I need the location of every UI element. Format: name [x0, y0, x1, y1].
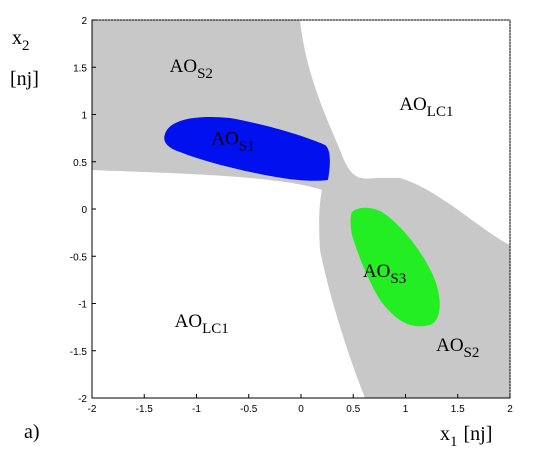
region-label-lc1-top: AOLC1 [399, 94, 453, 120]
region-label-base: AO [170, 56, 197, 77]
y-tick-label: 0 [81, 205, 87, 216]
region-label-s2-bottom: AOS2 [436, 335, 479, 361]
region-label-base: AO [175, 311, 202, 332]
region-label-sub: S2 [197, 66, 213, 82]
x-tick-label: 1 [403, 404, 409, 415]
axis-ticks: -2 -1.5 -1 -0.5 0 0.5 1 1.5 2 2 1.5 1 0.5 0 -0.5 -1 -1.5… [70, 16, 513, 415]
panel-label: a) [24, 421, 40, 443]
x-tick-label: -0.5 [240, 404, 258, 415]
plot-area [92, 20, 510, 398]
x-tick-label: -2 [88, 404, 97, 415]
region-label-base: AO [363, 261, 390, 282]
x-axis-sub: 1 [450, 434, 458, 450]
x-tick-label: 0 [298, 404, 304, 415]
x-axis-unit: [nj] [464, 423, 493, 445]
y-tick-label: -1.5 [70, 347, 88, 358]
region-label-base: AO [399, 94, 426, 115]
x-axis-var: x [440, 423, 450, 445]
y-tick-label: 2 [81, 16, 87, 27]
y-axis-unit: [nj] [10, 68, 39, 90]
x-tick-label: 0.5 [346, 404, 360, 415]
ao-s3-region [350, 207, 440, 327]
y-tick-label: 0.5 [73, 158, 87, 169]
x-tick-label: -1.5 [136, 404, 154, 415]
region-label-sub: S3 [390, 271, 406, 287]
y-tick-label: 1.5 [73, 63, 87, 74]
y-axis-sub: 2 [22, 38, 30, 54]
y-axis-label: x2 [12, 27, 30, 54]
region-label-base: AO [436, 335, 463, 356]
y-tick-label: -0.5 [70, 252, 88, 263]
y-axis-var: x [12, 27, 22, 49]
y-tick-label: 1 [81, 111, 87, 122]
region-label-sub: LC1 [427, 104, 454, 120]
region-label-sub: LC1 [202, 321, 229, 337]
region-label-sub: S2 [464, 345, 480, 361]
region-label-s1: AOS1 [211, 129, 254, 155]
x-tick-label: -1 [192, 404, 201, 415]
region-label-s2: AOS2 [170, 56, 213, 82]
region-label-lc1-bottom: AOLC1 [175, 311, 229, 337]
region-label-sub: S1 [239, 139, 255, 155]
x-tick-label: 1.5 [451, 404, 465, 415]
x-axis-label: x1 [nj] [440, 423, 492, 450]
x-tick-label: 2 [507, 404, 513, 415]
y-tick-label: -1 [78, 300, 87, 311]
ao-s1-region [164, 116, 330, 181]
region-label-s3: AOS3 [363, 261, 406, 287]
y-tick-label: -2 [78, 394, 87, 405]
region-label-base: AO [211, 129, 238, 150]
